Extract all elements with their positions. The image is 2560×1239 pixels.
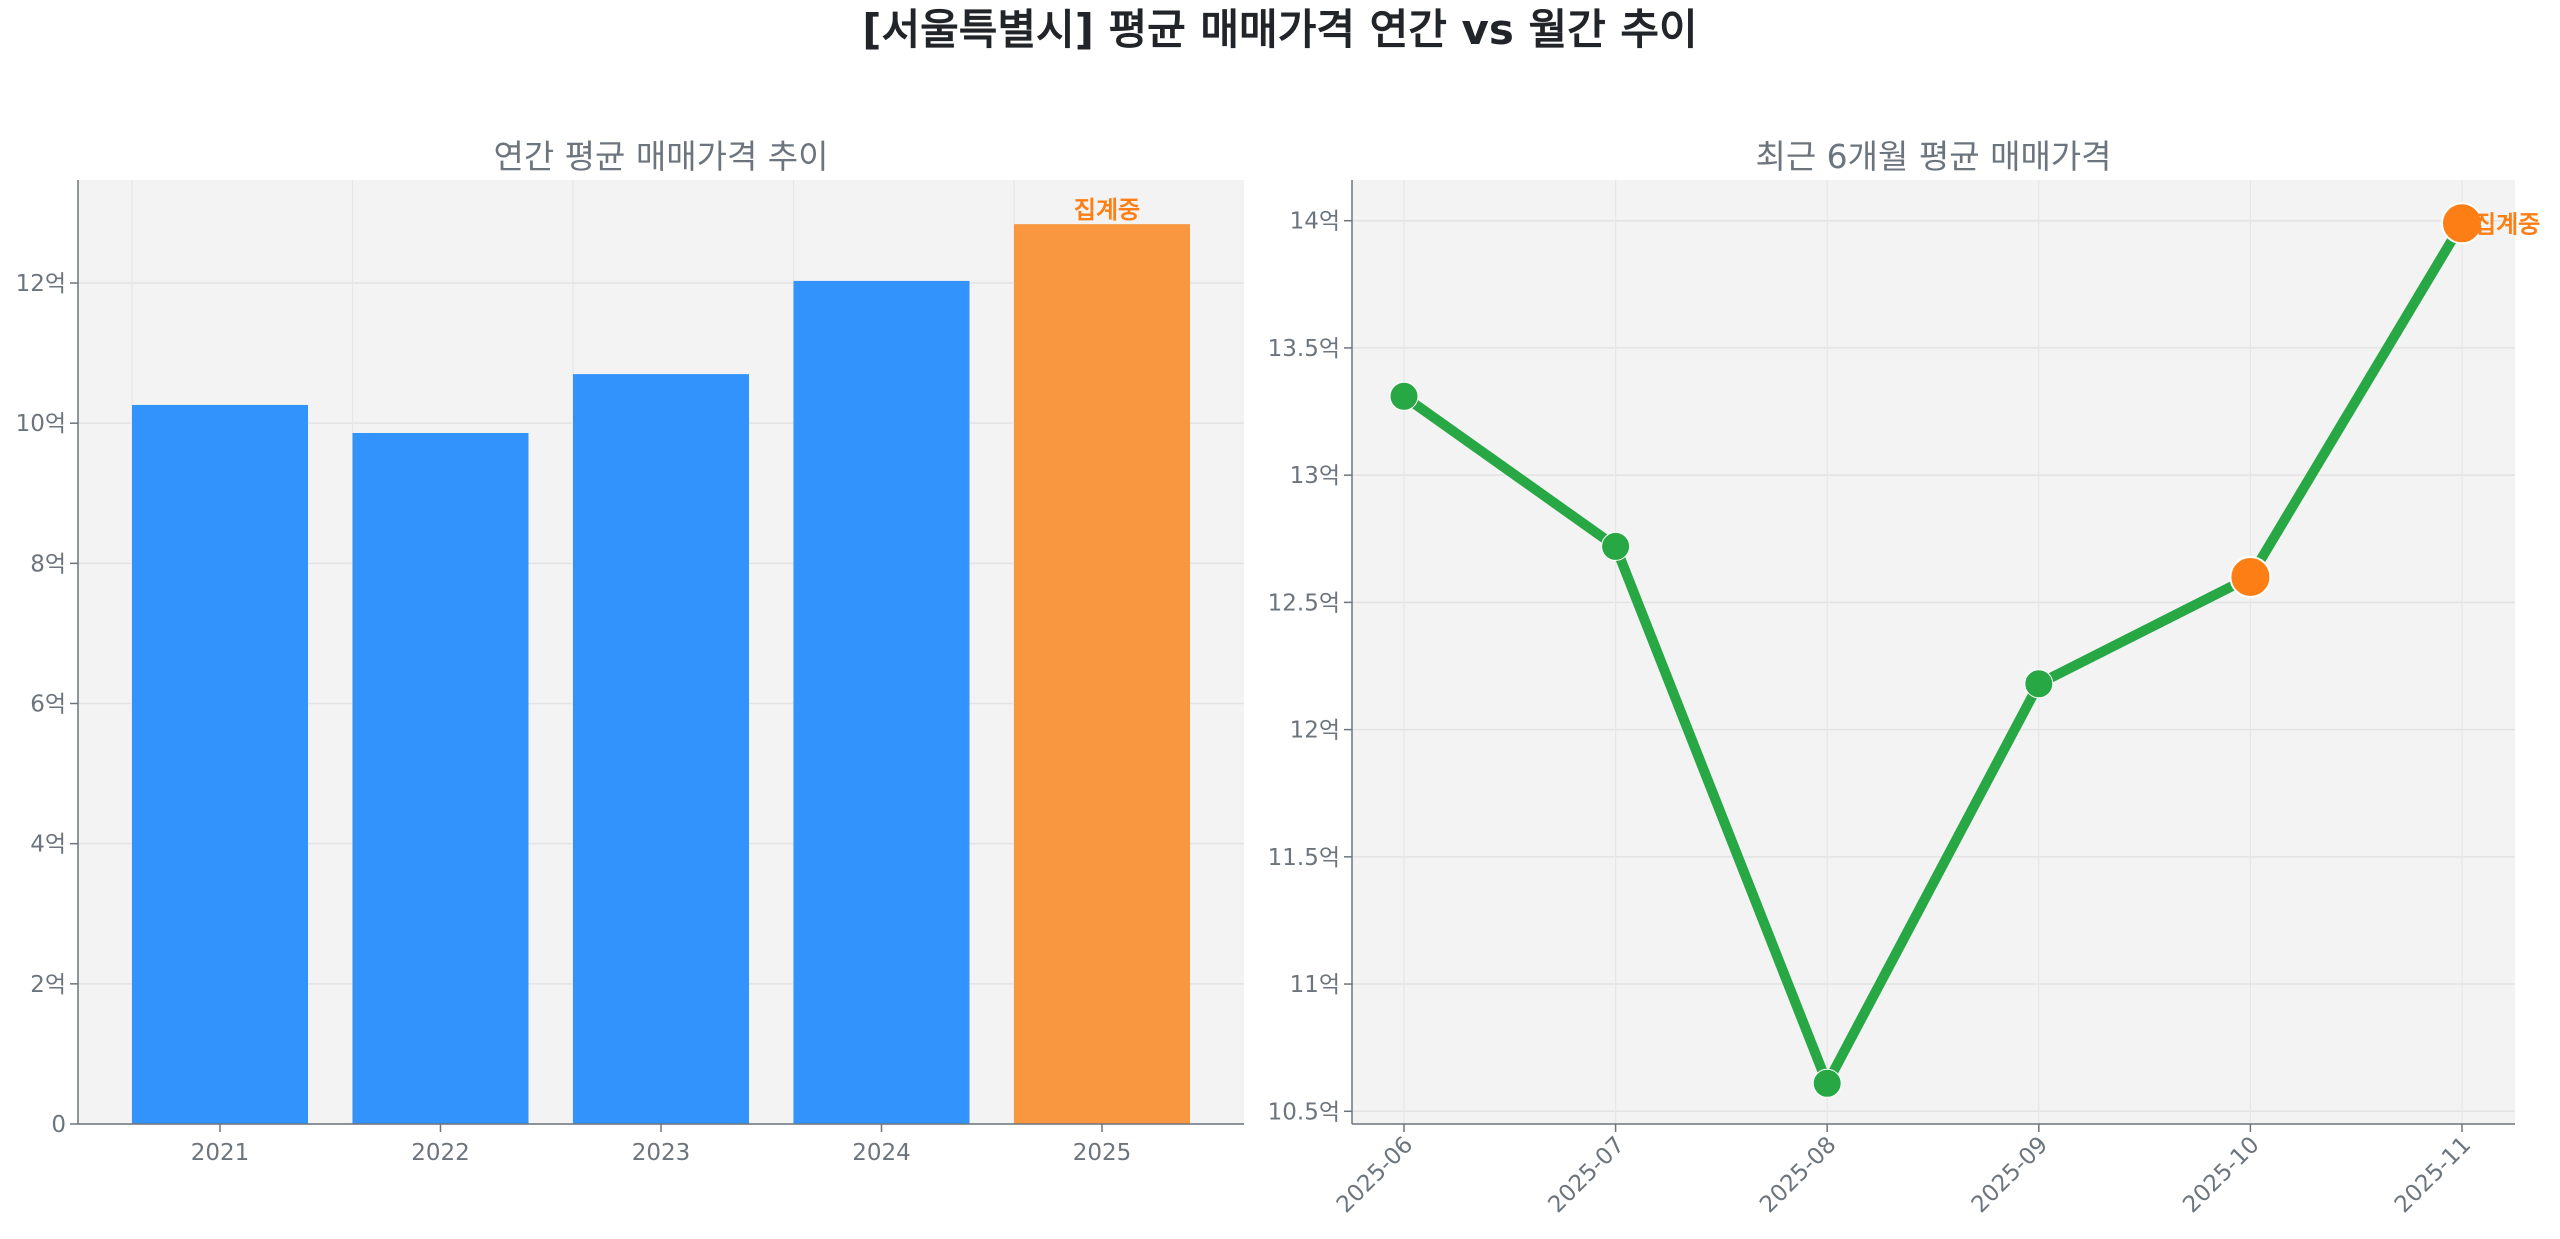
figure-title: [서울특별시] 평균 매매가격 연간 vs 월간 추이 xyxy=(862,5,1697,54)
x-tick-label: 2023 xyxy=(632,1140,691,1166)
data-point-2025-11 xyxy=(2441,202,2483,245)
y-tick-label: 11억 xyxy=(1290,972,1340,998)
x-tick-label: 2021 xyxy=(191,1140,250,1166)
bar-2021 xyxy=(132,404,308,1124)
data-point-2025-06 xyxy=(1389,381,1419,411)
data-point-2025-09 xyxy=(2024,669,2054,699)
bar-2025 xyxy=(1014,224,1190,1125)
bar-2023 xyxy=(573,374,749,1124)
plot-area xyxy=(1352,180,2515,1124)
y-tick-label: 8억 xyxy=(30,551,66,577)
monthly-line-chart: 10.5억 11억 11.5억 12억 12.5억 13억 13.5억 14억 최근 6개월 평… xyxy=(1268,137,2541,1218)
y-tick-label: 0 xyxy=(51,1112,66,1138)
bar-2024 xyxy=(793,280,970,1124)
y-tick-label: 11.5억 xyxy=(1268,845,1340,871)
y-tick-label: 12.5억 xyxy=(1268,590,1340,616)
bar-2022 xyxy=(352,432,529,1124)
y-tick-label: 13.5억 xyxy=(1268,336,1340,362)
subplot-title: 연간 평균 매매가격 추이 xyxy=(493,137,828,176)
y-tick-label: 4억 xyxy=(30,832,66,858)
annotation-label: 집계중 xyxy=(2474,210,2540,238)
x-tick-label: 2024 xyxy=(852,1140,911,1166)
y-tick-label: 10억 xyxy=(16,411,66,437)
y-tick-label: 2억 xyxy=(30,972,66,998)
x-tick-label: 2025-11 xyxy=(2390,1132,2476,1218)
x-tick-label: 2025-10 xyxy=(2178,1132,2264,1218)
subplot-title: 최근 6개월 평균 매매가격 xyxy=(1755,137,2111,176)
data-point-2025-08 xyxy=(1812,1068,1842,1098)
y-tick-label: 6억 xyxy=(30,692,66,718)
y-tick-label: 14억 xyxy=(1290,209,1340,235)
data-point-2025-10 xyxy=(2229,555,2272,598)
y-tick-label: 12억 xyxy=(16,271,66,297)
x-tick-label: 2025 xyxy=(1073,1140,1132,1166)
y-tick-label: 13억 xyxy=(1290,463,1340,489)
x-tick-label: 2025-09 xyxy=(1967,1132,2053,1218)
y-tick-label: 12억 xyxy=(1290,718,1340,744)
x-tick-label: 2025-06 xyxy=(1332,1132,1418,1218)
data-point-2025-07 xyxy=(1601,531,1631,561)
y-tick-label: 10.5억 xyxy=(1268,1099,1340,1125)
annual-bar-chart: 0 2억 4억 6억 8억 10억 12억 연간 평균 매매가격 추이 2021 2022 2023… xyxy=(16,137,1244,1166)
x-tick-label: 2022 xyxy=(411,1140,470,1166)
annotation-label: 집계중 xyxy=(1074,196,1140,224)
series-line xyxy=(1401,220,2467,1089)
x-tick-label: 2025-07 xyxy=(1543,1132,1629,1218)
x-tick-label: 2025-08 xyxy=(1755,1132,1841,1218)
